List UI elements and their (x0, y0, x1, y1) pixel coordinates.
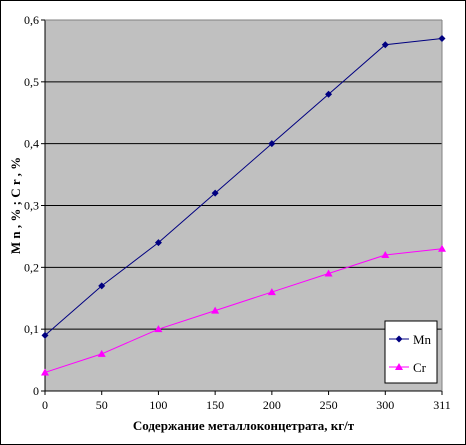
y-axis-label: M n , % ; C r , % (8, 157, 23, 254)
legend-label-cr: Cr (413, 360, 427, 375)
legend-marker-cr (395, 363, 403, 370)
y-tick-label: 0,1 (24, 322, 39, 336)
data-point-mn (268, 140, 276, 148)
data-point-cr (97, 349, 106, 357)
y-tick-label: 0 (33, 384, 39, 398)
data-point-cr (324, 269, 333, 277)
x-axis-label: Содержание металлоконцетрата, кг/т (133, 418, 355, 433)
data-point-mn (98, 282, 106, 290)
x-tick-label: 0 (42, 398, 48, 412)
legend-label-mn: Mn (413, 332, 432, 347)
data-point-mn (325, 90, 333, 98)
x-tick-label: 300 (376, 398, 394, 412)
y-tick-label: 0,2 (24, 260, 39, 274)
data-point-mn (41, 331, 49, 339)
legend-item-mn: Mn (389, 332, 432, 347)
data-point-mn (381, 41, 389, 49)
y-tick-label: 0,3 (24, 199, 39, 213)
series-line-cr (44, 248, 443, 373)
x-tick-label: 250 (320, 398, 338, 412)
legend-box (384, 320, 438, 384)
data-point-cr (438, 244, 446, 252)
legend: Mn Cr (384, 320, 438, 384)
data-point-cr (154, 325, 163, 333)
series-line-mn (44, 38, 443, 336)
data-point-mn (438, 35, 446, 43)
data-point-cr (267, 288, 276, 296)
x-tick-label: 150 (206, 398, 224, 412)
legend-item-cr: Cr (389, 360, 427, 375)
x-tick-label: 100 (149, 398, 167, 412)
x-tick-label: 311 (433, 398, 451, 412)
y-tick-label: 0,4 (24, 137, 39, 151)
y-tick-label: 0,5 (24, 75, 39, 89)
data-point-cr (381, 250, 390, 258)
data-point-cr (211, 306, 220, 314)
series-layer (41, 35, 446, 376)
series-mn (41, 35, 446, 339)
x-tick-label: 200 (263, 398, 281, 412)
y-tick-label: 0,6 (24, 13, 39, 27)
data-point-mn (154, 239, 162, 247)
legend-marker-mn (395, 335, 403, 343)
x-tick-label: 50 (96, 398, 108, 412)
series-cr (41, 244, 446, 376)
data-point-mn (211, 189, 219, 197)
data-point-cr (41, 368, 49, 376)
axes: 0 0,1 0,2 0,3 0,4 0,5 0,6 0 50 100 150 200 250 300 311 (24, 13, 451, 412)
